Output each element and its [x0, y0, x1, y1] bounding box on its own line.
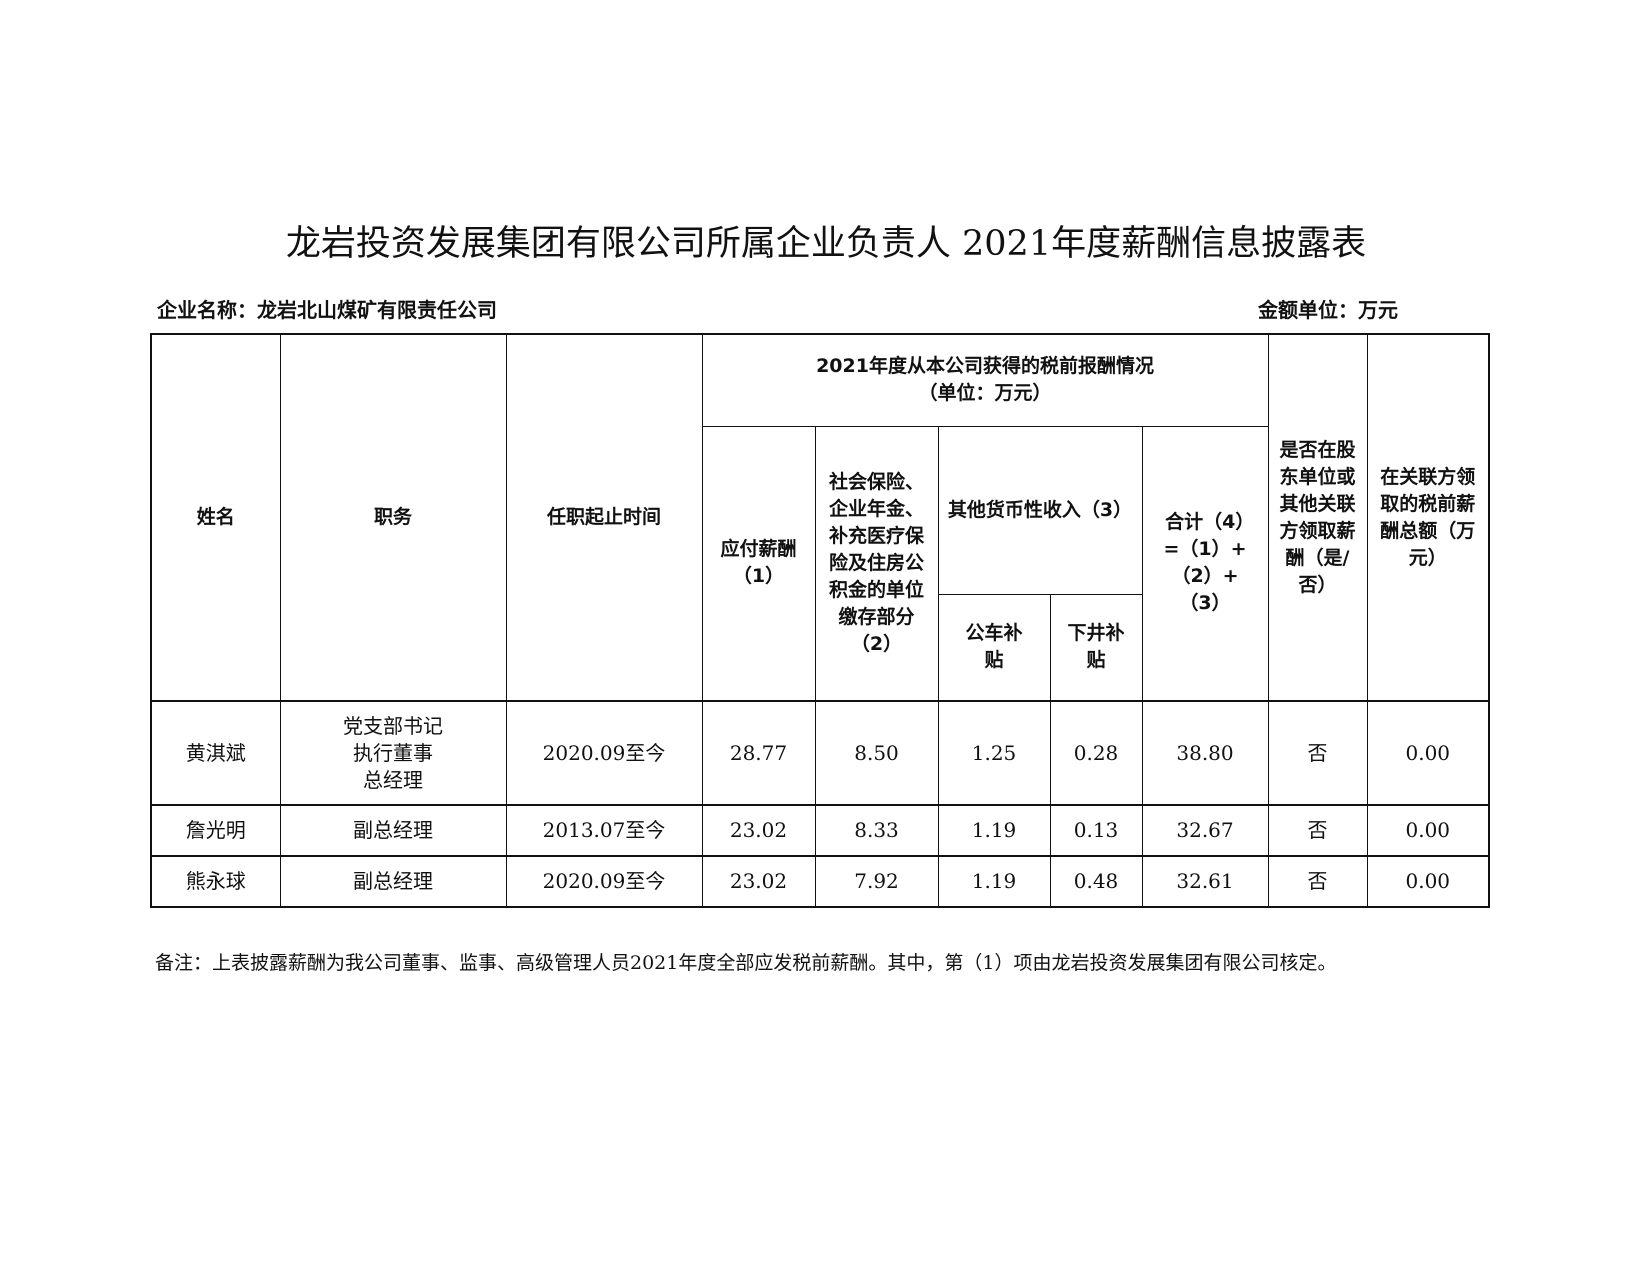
cell-insurance: 8.50: [814, 700, 939, 806]
position-line: 党支部书记: [343, 713, 443, 738]
footnote: 备注：上表披露薪酬为我公司董事、监事、高级管理人员2021年度全部应发税前薪酬。…: [155, 952, 1337, 974]
cell-total: 32.61: [1141, 855, 1269, 908]
cell-tenure: 2013.07至今: [505, 804, 703, 857]
cell-position: 副总经理: [279, 804, 507, 857]
cell-related: 否: [1267, 855, 1368, 908]
header-position: 职务: [279, 333, 507, 702]
cell-salary: 28.77: [701, 700, 816, 806]
cell-insurance: 8.33: [814, 804, 939, 857]
header-group-unit: （单位：万元）: [918, 382, 1052, 405]
cell-mine: 0.48: [1049, 855, 1143, 908]
cell-related-amount: 0.00: [1366, 855, 1490, 908]
header-related-amount: 在关联方领取的税前薪酬总额（万元）: [1366, 333, 1490, 702]
cell-name: 詹光明: [150, 804, 281, 857]
cell-position: 副总经理: [279, 855, 507, 908]
cell-name: 黄淇斌: [150, 700, 281, 806]
position-line: 副总经理: [353, 818, 433, 842]
header-other: 其他货币性收入（3）: [937, 425, 1143, 595]
table-row: 熊永球 副总经理 2020.09至今 23.02 7.92 1.19 0.48 32.61 否 0…: [150, 855, 1490, 908]
header-group: 2021年度从本公司获得的税前报酬情况 （单位：万元）: [701, 333, 1269, 427]
cell-mine: 0.28: [1049, 700, 1143, 806]
cell-car: 1.19: [937, 804, 1051, 857]
header-related: 是否在股东单位或其他关联方领取薪酬（是/否）: [1267, 333, 1368, 702]
cell-name: 熊永球: [150, 855, 281, 908]
header-car: 公车补贴: [937, 593, 1051, 702]
cell-related: 否: [1267, 700, 1368, 806]
position-line: 副总经理: [353, 869, 433, 893]
content-flow: 姓名 职务 任职起止时间 2021年度从本公司获得的税前报酬情况 （单位：万元） …: [150, 333, 1491, 978]
cell-salary: 23.02: [701, 855, 816, 908]
cell-car: 1.19: [937, 855, 1051, 908]
cell-tenure: 2020.09至今: [505, 700, 703, 806]
amount-unit: 金额单位：万元: [1258, 298, 1398, 322]
table-row: 詹光明 副总经理 2013.07至今 23.02 8.33 1.19 0.13 32.67 否 0…: [150, 804, 1490, 857]
cell-position: 党支部书记 执行董事 总经理: [279, 700, 507, 806]
header-insurance: 社会保险、企业年金、补充医疗保险及住房公积金的单位缴存部分（2）: [814, 425, 939, 702]
company-name: 企业名称：龙岩北山煤矿有限责任公司: [157, 298, 497, 322]
cell-tenure: 2020.09至今: [505, 855, 703, 908]
header-group-title: 2021年度从本公司获得的税前报酬情况: [816, 355, 1154, 378]
position-line: 执行董事: [353, 740, 433, 765]
header-tenure: 任职起止时间: [505, 333, 703, 702]
table-row: 黄淇斌 党支部书记 执行董事 总经理 2020.09至今 28.77 8.50 1.25 0.2…: [150, 700, 1490, 806]
header-mine: 下井补贴: [1049, 593, 1143, 702]
cell-insurance: 7.92: [814, 855, 939, 908]
salary-table: 姓名 职务 任职起止时间 2021年度从本公司获得的税前报酬情况 （单位：万元） …: [150, 333, 1491, 908]
header-name: 姓名: [150, 333, 281, 702]
page-title: 龙岩投资发展集团有限公司所属企业负责人 2021年度薪酬信息披露表: [285, 224, 1367, 264]
header-salary: 应付薪酬（1）: [701, 425, 816, 702]
position-line: 总经理: [363, 767, 423, 792]
cell-related-amount: 0.00: [1366, 804, 1490, 857]
cell-mine: 0.13: [1049, 804, 1143, 857]
cell-total: 38.80: [1141, 700, 1269, 806]
cell-related: 否: [1267, 804, 1368, 857]
cell-car: 1.25: [937, 700, 1051, 806]
cell-salary: 23.02: [701, 804, 816, 857]
cell-total: 32.67: [1141, 804, 1269, 857]
header-total: 合计（4）=（1）+（2）+（3）: [1141, 425, 1269, 702]
cell-related-amount: 0.00: [1366, 700, 1490, 806]
